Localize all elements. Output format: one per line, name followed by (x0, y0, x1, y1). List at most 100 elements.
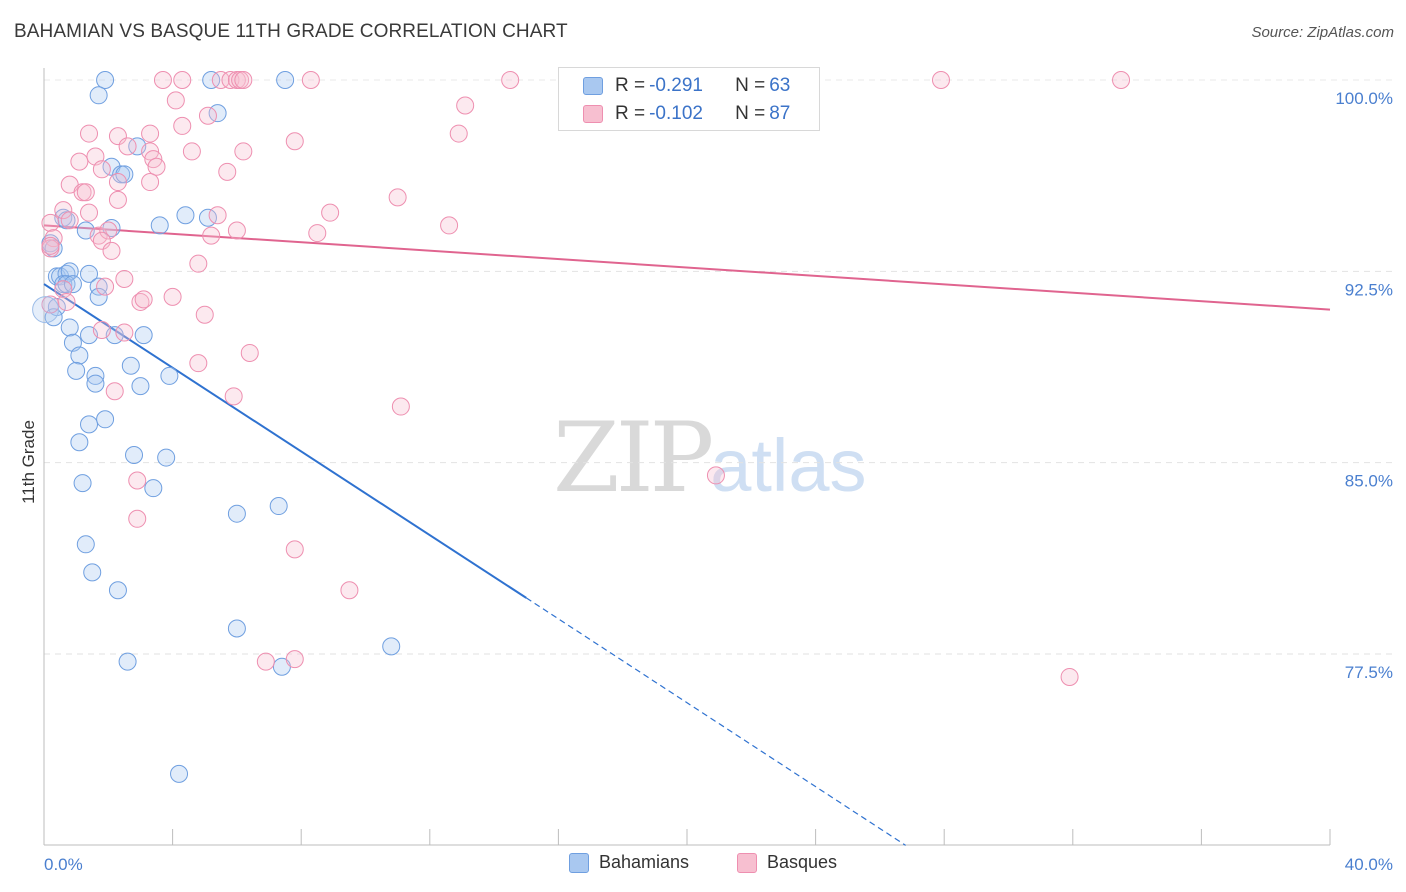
point-basques (285, 650, 304, 669)
legend-swatch-basques (737, 852, 757, 873)
point-bahamians (70, 433, 89, 452)
point-basques (221, 71, 240, 89)
point-bahamians (269, 497, 288, 516)
y-tick-label: 85.0% (1345, 472, 1393, 491)
point-basques (321, 203, 340, 222)
point-bahamians (125, 446, 144, 465)
legend-n-value: 87 (769, 103, 791, 124)
trend-lines (43, 224, 1331, 846)
point-basques (227, 221, 246, 240)
point-bahamians (227, 619, 246, 638)
y-tick-label: 92.5% (1345, 280, 1393, 299)
point-basques (931, 71, 950, 89)
point-basques (391, 397, 410, 416)
watermark: ZIPatlas (553, 402, 867, 514)
legend-r-value: -0.102 (649, 103, 703, 124)
legend-row-bahamians: R = -0.291 N = 63 (583, 73, 790, 99)
point-bahamians (176, 206, 195, 225)
point-bahamians (86, 374, 105, 393)
point-basques (208, 206, 227, 225)
point-basques (285, 132, 304, 151)
point-bahamians (80, 415, 99, 434)
point-basques (189, 354, 208, 373)
point-basques (163, 287, 182, 306)
point-basques (41, 236, 60, 255)
legend-row-basques: R = -0.102 N = 87 (583, 101, 790, 127)
legend-swatch-bahamians (568, 852, 589, 873)
point-bahamians (83, 563, 102, 582)
legend-label-basques: Basques (767, 852, 838, 872)
point-basques (131, 292, 150, 311)
point-basques (1112, 71, 1131, 89)
point-basques (256, 652, 275, 671)
series-legend: Bahamians Basques (0, 852, 1406, 873)
legend-item-bahamians[interactable]: Bahamians (568, 852, 689, 873)
point-basques (211, 71, 230, 89)
point-basques (440, 216, 459, 235)
point-basques (99, 221, 118, 240)
point-bahamians (131, 377, 150, 396)
point-basques (189, 254, 208, 273)
point-basques (92, 321, 111, 340)
point-basques (80, 124, 99, 143)
y-tick-label: 100.0% (1335, 89, 1393, 108)
x-tick-label: 0.0% (44, 855, 83, 874)
point-basques (449, 124, 468, 143)
point-basques (234, 142, 253, 161)
point-basques (501, 71, 520, 89)
point-bahamians (157, 448, 176, 467)
point-basques (115, 269, 134, 288)
y-tick-label: 77.5% (1345, 663, 1393, 682)
legend-r-label: R = (615, 75, 646, 96)
point-bahamians (382, 637, 401, 656)
point-bahamians (89, 287, 108, 306)
point-basques (301, 71, 320, 89)
trend-line-bahamians (43, 283, 527, 599)
point-basques (340, 581, 359, 600)
watermark-zip: ZIP (553, 402, 714, 514)
point-bahamians (96, 71, 115, 89)
point-basques (60, 211, 79, 230)
point-basques (54, 201, 73, 220)
point-bahamians (121, 356, 140, 375)
point-bahamians (227, 504, 246, 523)
point-bahamians (134, 326, 153, 345)
point-bahamians (150, 216, 169, 235)
point-bahamians (202, 71, 221, 89)
point-bahamians (118, 652, 137, 671)
trend-line-basques (43, 224, 1331, 311)
legend-n-label: N = (735, 103, 766, 124)
point-bahamians (96, 410, 115, 429)
point-bahamians (32, 296, 60, 324)
watermark-atlas: atlas (710, 424, 867, 507)
point-bahamians (63, 275, 82, 294)
point-basques (173, 116, 192, 135)
point-basques (456, 96, 475, 115)
point-basques (118, 137, 137, 156)
point-basques (105, 382, 124, 401)
point-bahamians (108, 581, 127, 600)
x-tick-label: 40.0% (1345, 855, 1393, 874)
point-bahamians (115, 165, 134, 184)
point-basques (166, 91, 185, 110)
chart-title: BAHAMIAN VS BASQUE 11TH GRADE CORRELATIO… (14, 21, 568, 42)
point-basques (285, 540, 304, 559)
point-basques (96, 277, 115, 296)
point-basques (128, 509, 147, 528)
point-basques (89, 226, 108, 245)
legend-item-basques[interactable]: Basques (737, 852, 837, 873)
point-basques (141, 124, 160, 143)
point-basques (76, 183, 95, 202)
stats-legend: R = -0.291 N = 63 R = -0.102 N = 87 (558, 67, 820, 131)
point-bahamians (160, 366, 179, 385)
grid-lines (44, 79, 1393, 655)
trend-extension-bahamians (525, 597, 906, 846)
point-basques (224, 387, 243, 406)
point-bahamians (60, 318, 79, 337)
axes (43, 68, 1331, 846)
point-basques (115, 323, 134, 342)
legend-n-value: 63 (769, 75, 791, 96)
point-basques (240, 343, 259, 362)
point-basques (102, 241, 121, 260)
point-basques (182, 142, 201, 161)
